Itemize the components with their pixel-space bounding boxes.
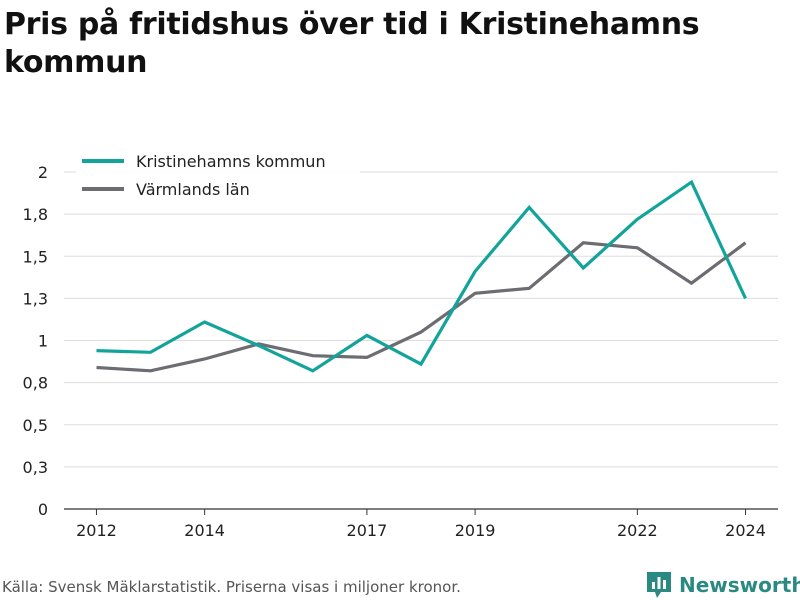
y-tick-label: 1,3 (23, 289, 48, 308)
y-tick-label: 0,5 (23, 416, 48, 435)
legend: Kristinehamns kommun Värmlands län (76, 148, 360, 206)
legend-label: Kristinehamns kommun (136, 152, 326, 171)
grid-lines (64, 171, 778, 510)
x-tick-label: 2019 (455, 521, 496, 540)
x-tick-label: 2012 (76, 521, 117, 540)
legend-background (76, 148, 360, 206)
chart-title: Pris på fritidshus över tid i Kristineha… (4, 7, 700, 80)
series-line (96, 179, 747, 373)
y-tick-label: 1 (38, 332, 48, 351)
source-note: Källa: Svensk Mäklarstatistik. Priserna … (2, 578, 461, 596)
y-axis-ticks: 0 0,3 0,5 0,8 1 1,3 1,5 1,8 2 (23, 163, 48, 519)
brand-name: Newsworthy (679, 573, 800, 597)
y-tick-label: 0 (38, 500, 48, 519)
legend-label: Värmlands län (136, 180, 250, 199)
newsworthy-logo-icon (647, 572, 671, 598)
x-axis: 2012 2014 2017 2019 2022 2024 (76, 509, 766, 540)
y-tick-label: 1,5 (23, 247, 48, 266)
y-tick-label: 1,8 (23, 205, 48, 224)
x-tick-label: 2022 (617, 521, 658, 540)
brand-logo: Newsworthy (645, 570, 800, 600)
x-tick-label: 2017 (347, 521, 388, 540)
y-tick-label: 0,8 (23, 374, 48, 393)
series-lines (96, 179, 747, 373)
y-tick-label: 0,3 (23, 458, 48, 477)
y-tick-label: 2 (38, 163, 48, 182)
series-line (96, 241, 747, 373)
x-tick-label: 2024 (725, 521, 766, 540)
x-tick-label: 2014 (184, 521, 225, 540)
